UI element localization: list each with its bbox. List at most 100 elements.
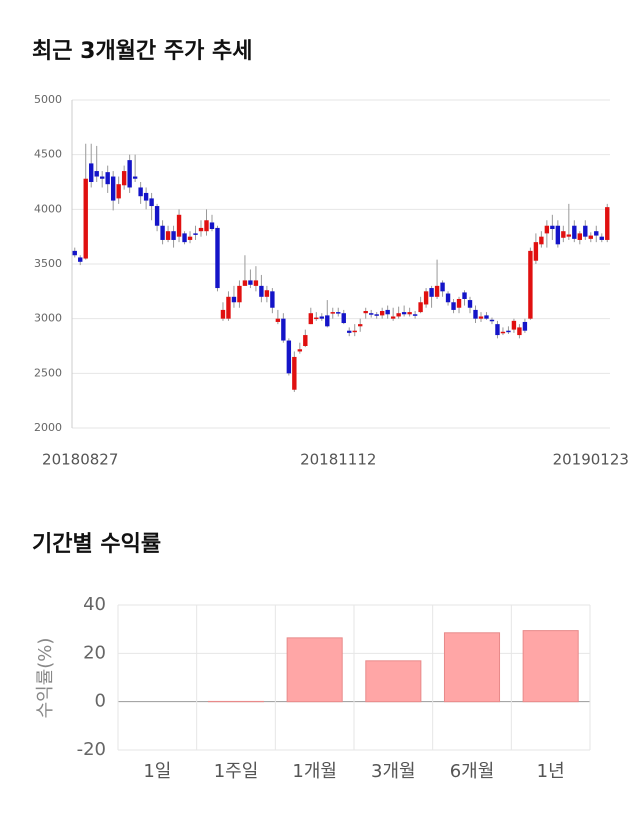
candle-body <box>232 297 236 302</box>
y-tick-label: 3000 <box>34 312 62 325</box>
candle-body <box>605 207 609 240</box>
candle-body <box>248 280 252 284</box>
candle-body <box>292 357 296 390</box>
candle-body <box>78 257 82 261</box>
candle-body <box>567 234 571 236</box>
candle-body <box>226 297 230 319</box>
candle-body <box>364 311 368 313</box>
candle-body <box>435 286 439 297</box>
y-tick-label: 0 <box>95 691 106 712</box>
candle-body <box>446 294 450 303</box>
y-tick-label: 2000 <box>34 421 62 434</box>
candle-body <box>391 316 395 318</box>
x-tick-label: 1년 <box>537 761 565 782</box>
candle-body <box>589 236 593 239</box>
candle-body <box>320 316 324 318</box>
candle-body <box>270 291 274 307</box>
candle-body <box>396 313 400 316</box>
candle-body <box>600 237 604 240</box>
candle-body <box>506 331 510 333</box>
candle-body <box>473 310 477 319</box>
candle-body <box>561 231 565 238</box>
candle-body <box>89 163 93 182</box>
y-tick-label: -20 <box>77 739 106 760</box>
x-tick-label: 1일 <box>143 761 171 782</box>
candle-body <box>512 321 516 330</box>
candle-body <box>182 233 186 242</box>
candle-body <box>84 179 88 259</box>
candle-body <box>138 187 142 196</box>
candle-body <box>188 237 192 240</box>
candle-body <box>127 160 131 187</box>
candle-body <box>342 313 346 323</box>
candle-body <box>73 251 77 255</box>
candle-body <box>594 231 598 235</box>
x-tick-label: 20180827 <box>42 451 118 469</box>
candle-body <box>259 286 263 297</box>
candle-body <box>380 311 384 315</box>
candle-body <box>385 310 389 314</box>
candle-body <box>528 251 532 319</box>
y-tick-label: 20 <box>83 642 106 663</box>
candle-body <box>111 177 115 201</box>
candle-body <box>177 215 181 237</box>
y-tick-label: 2500 <box>34 366 62 379</box>
candle-body <box>331 312 335 314</box>
bar <box>366 661 421 702</box>
candle-body <box>325 315 329 326</box>
candle-body <box>556 226 560 245</box>
candle-body <box>160 226 164 240</box>
candle-body <box>199 228 203 231</box>
candle-body <box>490 320 494 322</box>
candle-body <box>495 324 499 335</box>
candle-body <box>523 322 527 331</box>
candle-body <box>243 280 247 285</box>
candle-body <box>215 228 219 288</box>
candle-body <box>155 206 159 226</box>
candle-body <box>347 331 351 333</box>
candle-body <box>298 349 302 351</box>
bar <box>287 638 342 702</box>
candle-body <box>287 341 291 374</box>
x-tick-label: 1개월 <box>292 761 337 782</box>
candle-body <box>237 286 241 302</box>
candle-body <box>281 319 285 341</box>
candle-body <box>133 177 137 179</box>
candle-body <box>204 220 208 231</box>
candle-body <box>418 302 422 312</box>
candle-body <box>100 177 104 179</box>
candle-body <box>539 237 543 245</box>
candle-body <box>402 312 406 314</box>
candle-body <box>122 171 126 185</box>
y-tick-label: 4500 <box>34 148 62 161</box>
candle-body <box>221 310 225 319</box>
candle-body <box>116 184 120 198</box>
candle-body <box>583 226 587 237</box>
chart-title: 기간별 수익률 <box>32 532 161 557</box>
x-tick-label: 3개월 <box>371 761 416 782</box>
candle-body <box>462 292 466 299</box>
y-tick-label: 40 <box>83 594 106 615</box>
candle-body <box>358 324 362 326</box>
candle-body <box>545 226 549 234</box>
candle-body <box>276 319 280 322</box>
candle-body <box>105 172 109 184</box>
candle-body <box>429 288 433 297</box>
candle-body <box>457 299 461 308</box>
candle-body <box>572 226 576 239</box>
candle-body <box>407 312 411 314</box>
candle-body <box>451 302 455 310</box>
y-tick-label: 5000 <box>34 93 62 106</box>
candle-body <box>374 314 378 316</box>
y-tick-label: 4000 <box>34 202 62 215</box>
y-tick-label: 3500 <box>34 257 62 270</box>
candle-body <box>265 290 269 297</box>
candle-body <box>550 226 554 229</box>
candle-body <box>534 242 538 261</box>
candle-body <box>479 316 483 318</box>
candle-body <box>468 300 472 308</box>
candle-body <box>314 318 318 320</box>
bar <box>444 633 499 702</box>
x-tick-label: 1주일 <box>214 761 259 782</box>
candle-body <box>95 171 99 176</box>
